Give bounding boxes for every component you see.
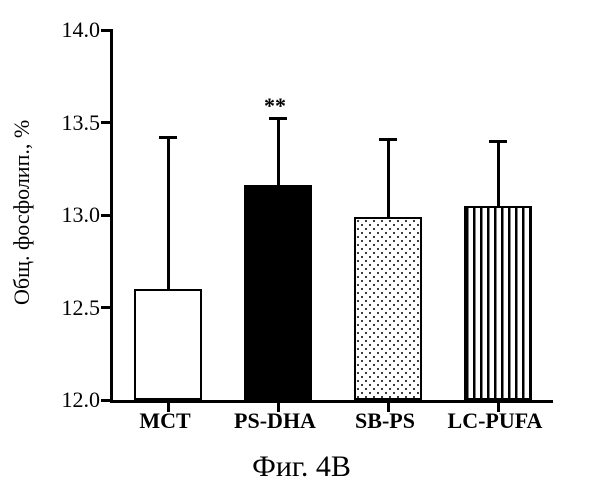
- y-tick-label: 13.5: [40, 110, 100, 136]
- figure-caption: Фиг. 4B: [0, 450, 603, 484]
- figure-container: Общ. фосфолип., % Фиг. 4B 12.0 12.5 13.0 13…: [0, 0, 603, 500]
- error-cap: [489, 140, 507, 143]
- y-tick: [101, 121, 113, 124]
- error-cap: [379, 138, 397, 141]
- error-bar: [497, 141, 500, 206]
- plot-area: [110, 30, 553, 403]
- y-tick-label: 12.5: [40, 295, 100, 321]
- x-tick-label: LC-PUFA: [448, 408, 543, 434]
- y-tick: [101, 29, 113, 32]
- y-tick-label: 13.0: [40, 202, 100, 228]
- error-cap: [159, 136, 177, 139]
- x-tick-label: PS-DHA: [234, 408, 316, 434]
- y-tick: [101, 214, 113, 217]
- y-tick-label: 12.0: [40, 387, 100, 413]
- bar-mct: [134, 289, 202, 400]
- bar-lc-pufa: [464, 206, 532, 400]
- y-tick: [101, 399, 113, 402]
- y-axis-label: Общ. фосфолип., %: [9, 120, 35, 305]
- x-tick-label: SB-PS: [355, 408, 415, 434]
- error-bar: [167, 137, 170, 289]
- error-bar: [387, 139, 390, 217]
- significance-marker: **: [264, 93, 286, 119]
- bar-ps-dha: [244, 185, 312, 400]
- x-tick-label: MCT: [139, 408, 190, 434]
- bar-sb-ps: [354, 217, 422, 400]
- error-bar: [277, 119, 280, 186]
- y-tick: [101, 306, 113, 309]
- y-tick-label: 14.0: [40, 17, 100, 43]
